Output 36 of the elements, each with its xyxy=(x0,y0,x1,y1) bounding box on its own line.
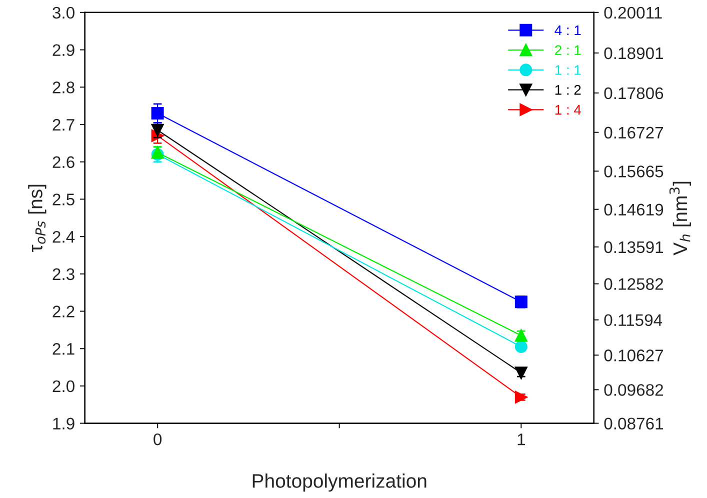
x-tick-label: 1 xyxy=(518,434,525,446)
y-tick-label: 2.6 xyxy=(52,156,74,168)
x-axis-title: Photopolymerization xyxy=(252,474,426,492)
point xyxy=(151,107,164,120)
y2-tick-label: 0.13591 xyxy=(604,241,664,254)
legend-label: 1 : 1 xyxy=(555,65,581,75)
y2-tick-label: 0.18901 xyxy=(604,47,664,60)
legend-label: 2 : 1 xyxy=(555,45,581,55)
y-axis-title: τ$_{oPs}$ [ns] xyxy=(28,184,46,252)
y-tick-label: 2.2 xyxy=(52,306,74,318)
y2-tick-label: 0.14619 xyxy=(604,204,664,216)
y-tick-label: 2.7 xyxy=(52,118,74,131)
legend-label: 1 : 4 xyxy=(555,105,581,115)
y2-axis-title: V$_{h}$ [nm$^{3}$] xyxy=(669,182,691,256)
y-tick-label: 2.1 xyxy=(52,343,74,355)
y2-tick-label: 0.20011 xyxy=(604,6,662,19)
legend-label: 4 : 1 xyxy=(554,25,581,36)
y2-tick-label: 0.11594 xyxy=(604,314,662,326)
y2-tick-label: 0.16727 xyxy=(604,126,664,139)
legend-label: 1 : 2 xyxy=(555,84,581,95)
point xyxy=(514,329,528,342)
y2-tick-label: 0.15665 xyxy=(604,166,664,178)
y-tick-label: 3.0 xyxy=(52,6,74,19)
y2-tick-label: 0.12582 xyxy=(604,278,664,290)
y-tick-label: 2.3 xyxy=(52,268,74,280)
y2-tick-label: 0.08761 xyxy=(604,418,664,430)
y-tick-label: 1.9 xyxy=(53,418,74,430)
y-tick-label: 2.4 xyxy=(52,230,75,243)
y-tick-label: 2.5 xyxy=(52,194,74,206)
y2-tick-label: 0.09682 xyxy=(604,384,664,396)
y-tick-label: 2.0 xyxy=(52,380,74,392)
y-tick-label: 2.8 xyxy=(52,82,74,94)
y2-tick-label: 0.17806 xyxy=(604,87,664,100)
x-tick-label: 0 xyxy=(154,433,162,446)
y2-tick-label: 0.10627 xyxy=(604,350,664,362)
y-tick-label: 2.9 xyxy=(52,44,74,56)
